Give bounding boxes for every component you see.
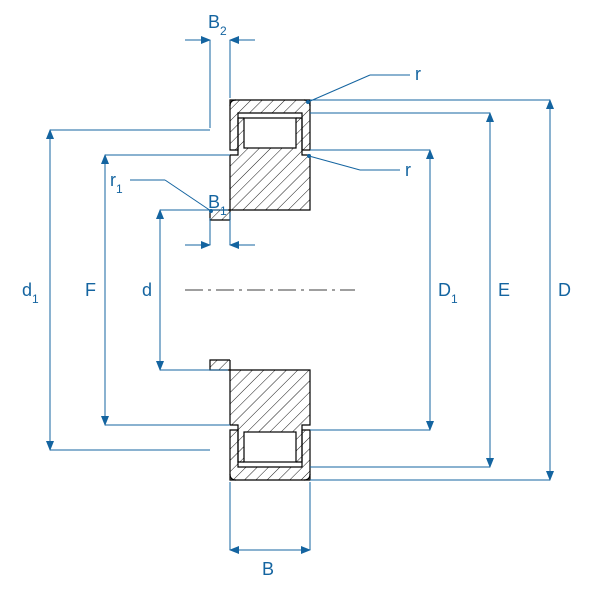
dim-r1: r1: [110, 170, 213, 213]
bearing-drawing: d1 F d D1 E D B: [0, 0, 600, 600]
label-B2: B: [208, 12, 220, 32]
label-r-outer: r: [415, 64, 421, 84]
label-E: E: [498, 280, 510, 300]
label-B1: B: [208, 192, 220, 212]
svg-text:d1: d1: [22, 280, 39, 306]
label-d1: d: [22, 280, 32, 300]
label-B1-sub: 1: [220, 204, 227, 218]
dim-r-upper: r: [306, 64, 421, 104]
roller-upper: [244, 118, 296, 148]
svg-text:r1: r1: [110, 170, 123, 196]
dim-d1: d1: [22, 130, 210, 450]
label-r1-sub: 1: [116, 182, 123, 196]
lower-section: [210, 360, 310, 480]
label-d1-sub: 1: [32, 292, 39, 306]
roller-lower: [244, 432, 296, 462]
label-D1: D: [438, 280, 451, 300]
dim-B: B: [230, 482, 310, 579]
label-F: F: [85, 280, 96, 300]
label-D: D: [558, 280, 571, 300]
upper-section: [210, 100, 310, 220]
svg-text:D1: D1: [438, 280, 458, 306]
label-D1-sub: 1: [451, 292, 458, 306]
label-B: B: [262, 559, 274, 579]
label-d: d: [142, 280, 152, 300]
svg-text:B2: B2: [208, 12, 227, 38]
dim-r-mid: r: [307, 154, 411, 180]
label-r-inner: r: [405, 160, 411, 180]
label-B2-sub: 2: [220, 24, 227, 38]
